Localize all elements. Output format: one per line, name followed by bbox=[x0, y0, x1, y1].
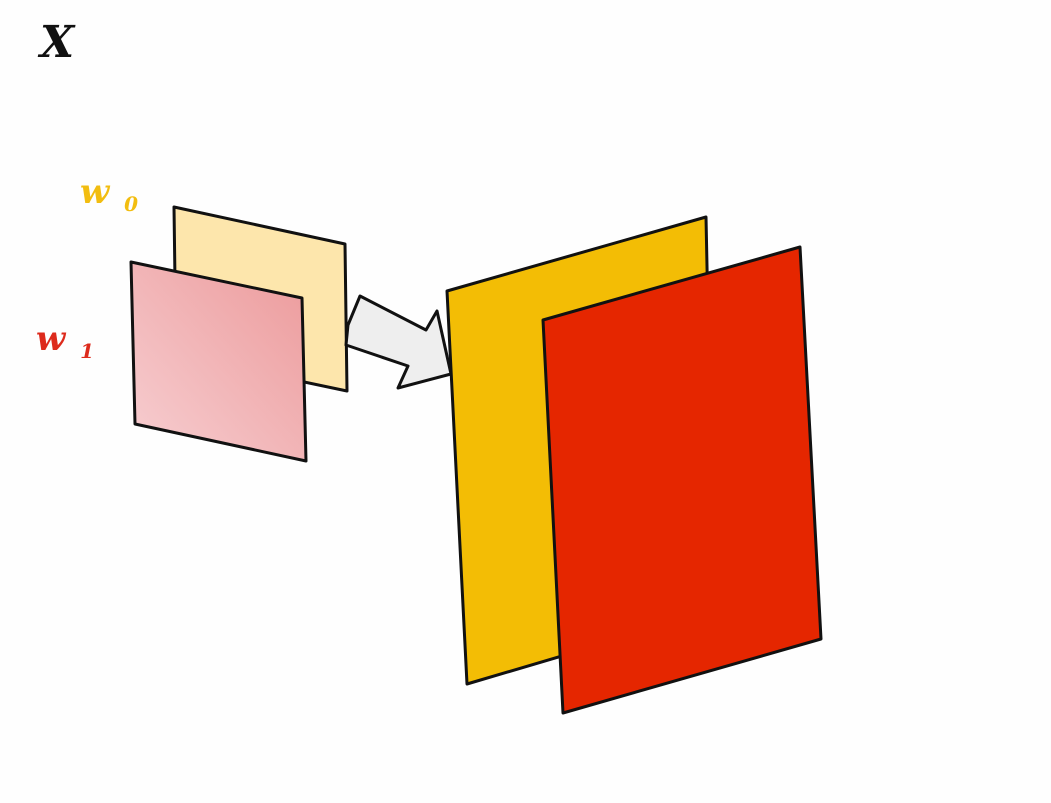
title-x: X bbox=[37, 17, 76, 68]
label-w0: w 0 bbox=[80, 172, 138, 216]
label-w0-main: w bbox=[80, 172, 111, 212]
label-w1-main: w bbox=[36, 319, 67, 359]
label-w1-sub: 1 bbox=[80, 339, 94, 363]
arrow-right-icon bbox=[344, 294, 453, 390]
small-plane-w1 bbox=[129, 260, 308, 463]
label-w0-sub: 0 bbox=[124, 192, 138, 216]
big-plane-red bbox=[541, 245, 823, 715]
label-w1: w 1 bbox=[36, 319, 94, 363]
